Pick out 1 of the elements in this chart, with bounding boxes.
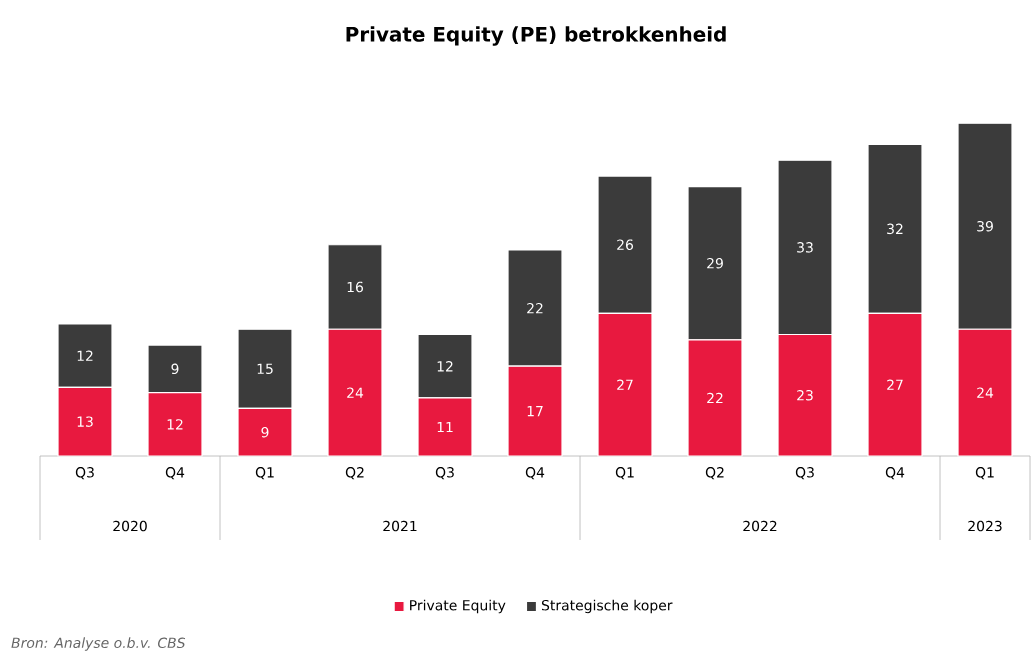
chart-title: Private Equity (PE) betrokkenheid [346, 26, 726, 46]
